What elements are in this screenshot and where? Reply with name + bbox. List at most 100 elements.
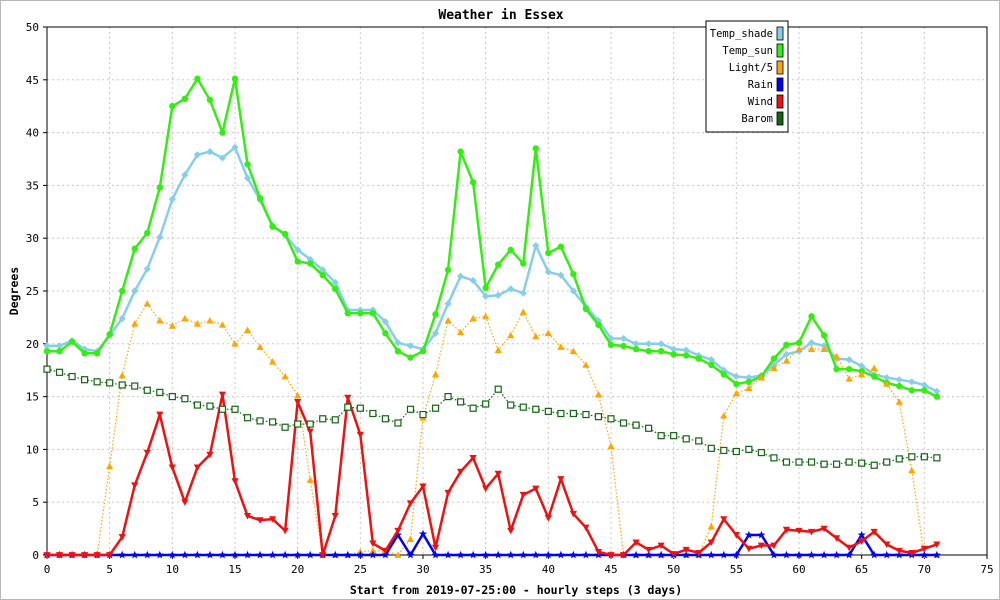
data-point (845, 458, 853, 466)
data-point (720, 516, 728, 523)
data-point (269, 358, 277, 365)
data-point (519, 550, 528, 559)
data-point (506, 550, 515, 559)
data-point (231, 478, 239, 485)
data-point (920, 545, 928, 553)
data-point (544, 268, 552, 276)
series-light-5 (43, 300, 941, 558)
data-point (80, 376, 89, 384)
legend-label: Temp_sun (722, 45, 773, 57)
data-point (444, 300, 452, 308)
data-point (406, 535, 415, 543)
data-point (569, 347, 577, 355)
data-point (557, 343, 565, 350)
data-point (557, 271, 565, 279)
y-tick-label: 20 (26, 338, 39, 351)
data-point (406, 342, 415, 350)
data-point (181, 95, 189, 103)
data-point (707, 539, 715, 546)
data-point (883, 373, 891, 382)
data-point (56, 347, 63, 355)
series-barom (43, 365, 941, 469)
legend-swatch (776, 60, 784, 75)
data-point (269, 418, 277, 426)
y-tick-label: 30 (26, 232, 39, 245)
x-tick-label: 75 (980, 563, 993, 576)
data-point (344, 394, 352, 402)
data-point (933, 393, 941, 400)
data-point (168, 195, 176, 203)
data-point (670, 345, 678, 353)
data-point (507, 527, 515, 535)
data-point (419, 483, 427, 490)
data-point (218, 154, 227, 162)
data-point (118, 534, 126, 541)
data-point (908, 387, 915, 394)
data-point (820, 345, 828, 352)
data-point (619, 334, 628, 343)
data-point (118, 314, 126, 323)
data-point (193, 464, 201, 471)
data-point (732, 532, 740, 539)
data-point (795, 339, 803, 346)
data-point (507, 331, 515, 339)
data-point (156, 411, 164, 419)
data-point (469, 314, 477, 322)
data-point (632, 539, 640, 546)
data-point (607, 552, 615, 559)
data-point (833, 365, 840, 373)
x-tick-label: 65 (855, 563, 868, 576)
data-point (306, 476, 314, 483)
data-point (419, 410, 427, 419)
data-point (845, 375, 853, 382)
data-point (319, 415, 327, 423)
data-point (269, 516, 277, 523)
data-point (569, 510, 577, 518)
data-point (444, 393, 452, 401)
data-point (895, 550, 904, 559)
data-point (745, 445, 753, 453)
legend-swatch (776, 94, 784, 109)
data-point (168, 464, 176, 471)
data-point (594, 413, 603, 421)
data-point (469, 454, 477, 462)
data-point (582, 361, 590, 368)
data-point (243, 550, 252, 559)
data-point (682, 550, 691, 559)
data-point (732, 389, 740, 397)
data-point (532, 145, 539, 152)
data-point (782, 357, 791, 364)
data-point (832, 550, 841, 559)
data-point (394, 551, 402, 558)
data-point (168, 322, 176, 329)
series-line (47, 532, 937, 557)
data-point (281, 230, 289, 238)
data-point (469, 550, 478, 559)
data-point (882, 550, 891, 559)
data-point (43, 342, 51, 350)
data-point (870, 364, 878, 371)
data-point (256, 550, 265, 559)
data-point (582, 410, 590, 419)
data-point (431, 329, 440, 337)
data-point (657, 432, 665, 440)
data-point (482, 400, 490, 408)
data-point (81, 350, 88, 357)
data-point (670, 432, 678, 440)
data-point (645, 546, 653, 554)
series-line (46, 368, 937, 466)
data-point (205, 550, 214, 559)
data-point (570, 270, 577, 278)
data-point (908, 378, 916, 386)
data-point (644, 550, 653, 559)
data-point (908, 453, 916, 461)
data-point (193, 550, 202, 559)
data-point (244, 161, 251, 168)
data-point (757, 530, 766, 539)
data-point (770, 364, 778, 371)
data-point (895, 547, 903, 555)
data-point (469, 179, 477, 186)
legend-label: Rain (748, 79, 773, 91)
series-line (47, 146, 938, 393)
